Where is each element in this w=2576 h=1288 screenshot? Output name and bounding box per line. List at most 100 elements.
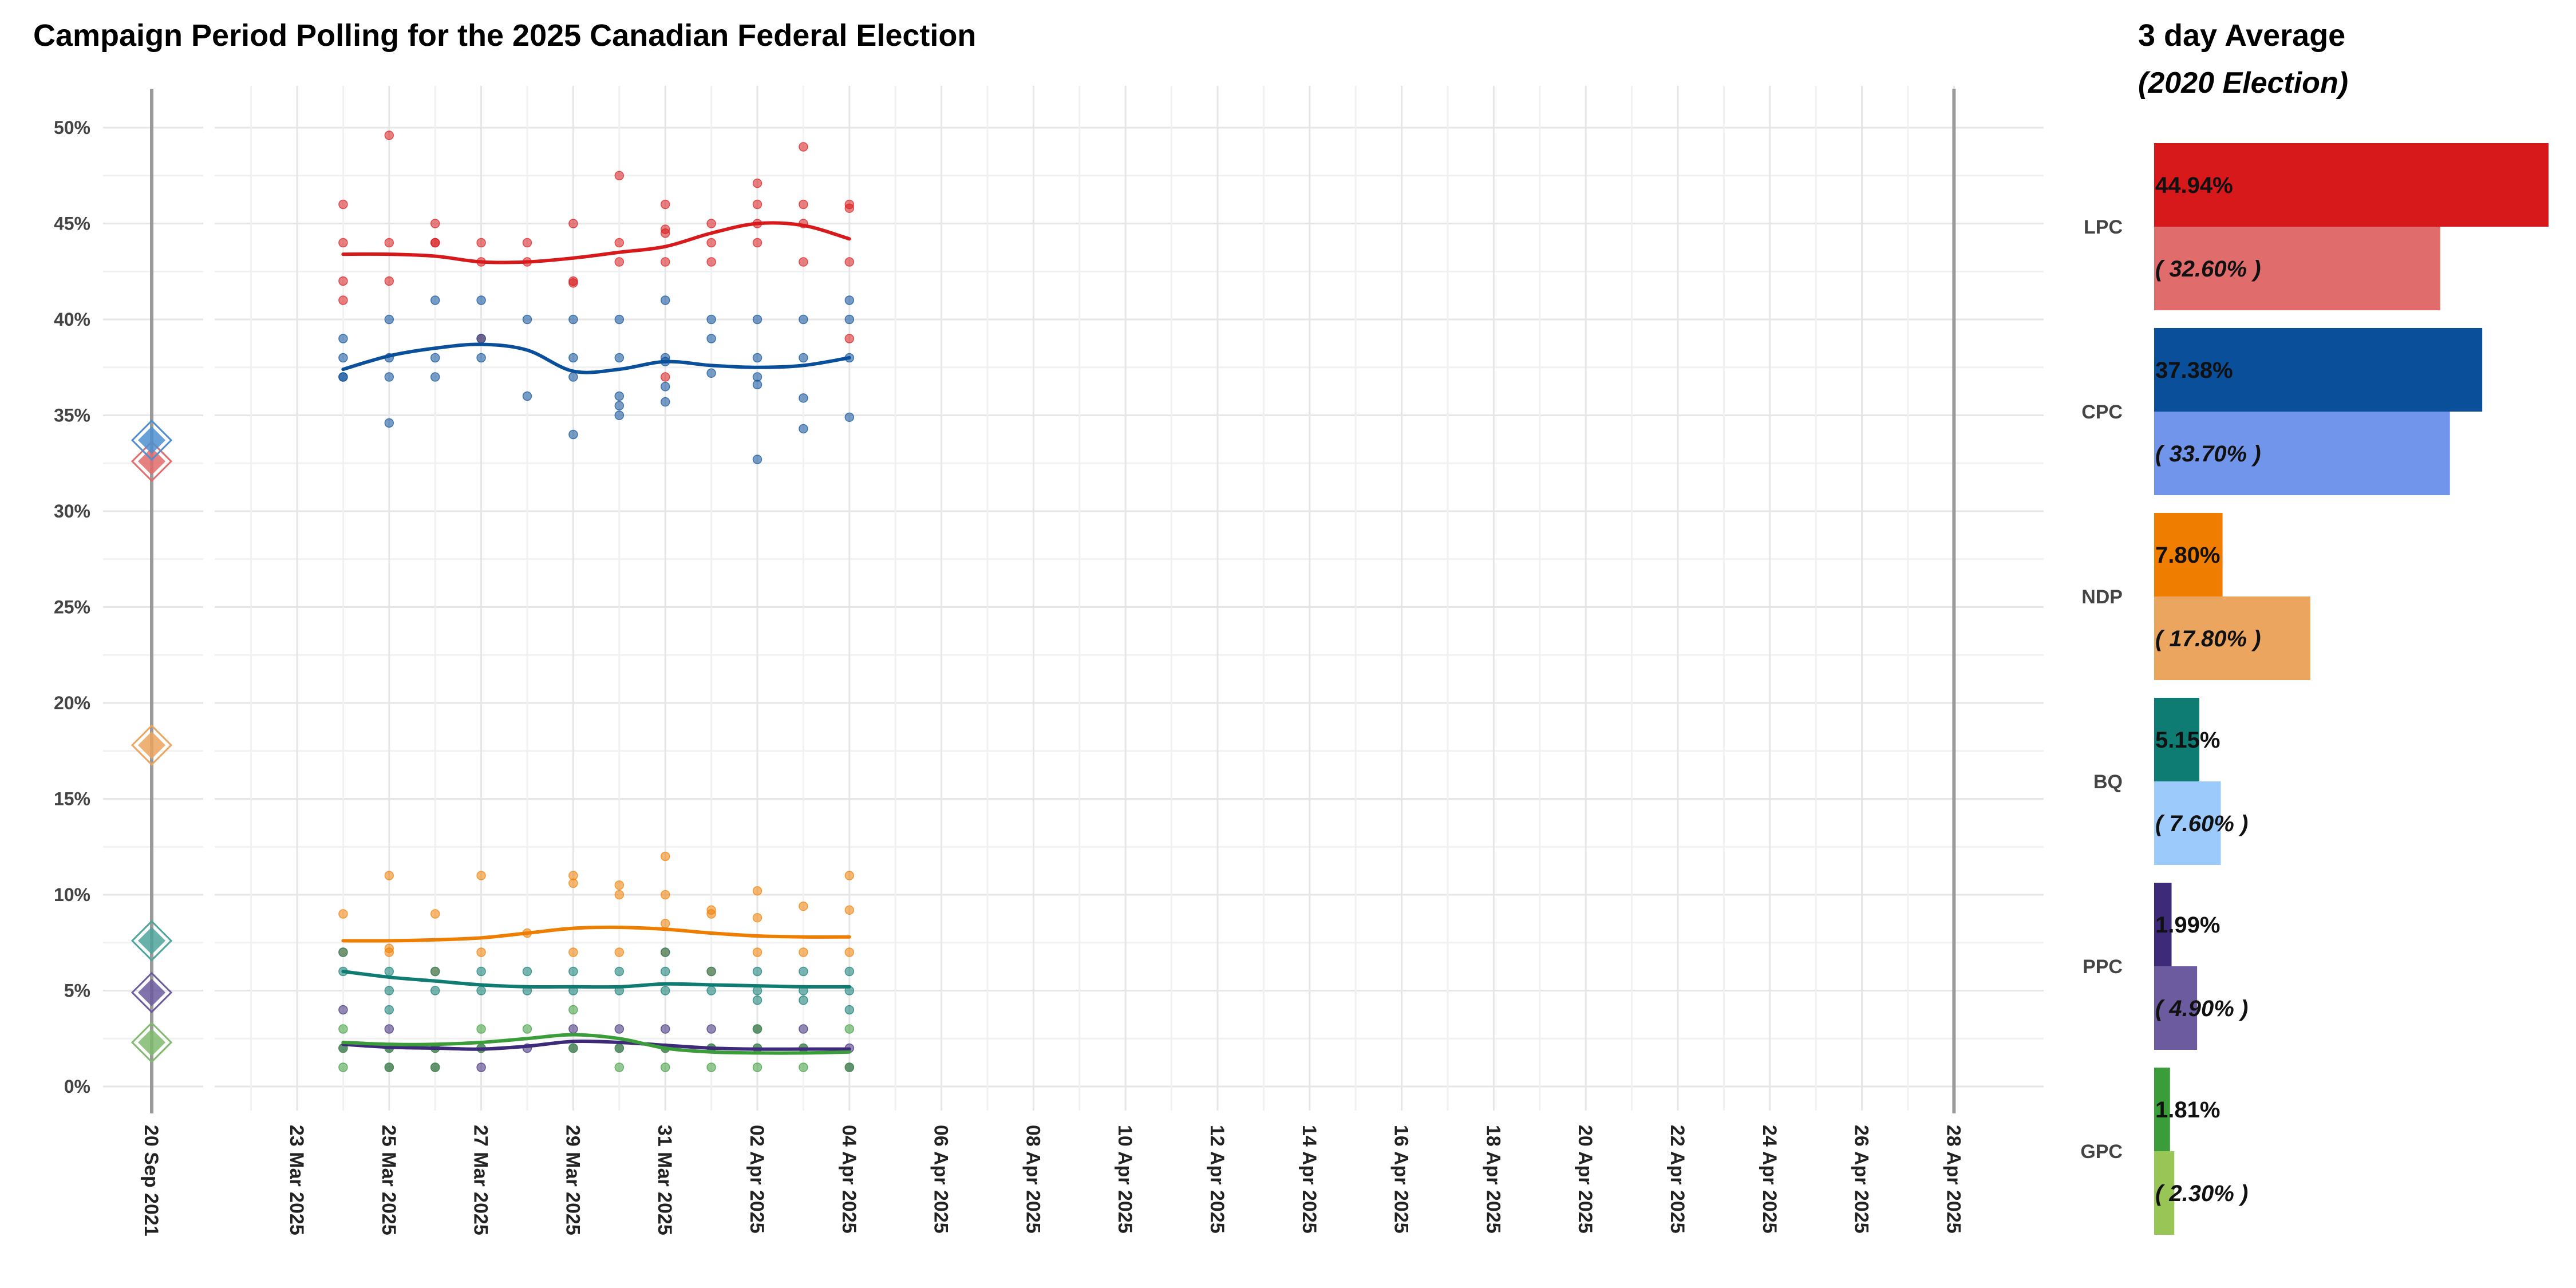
party-label: NDP bbox=[2081, 586, 2123, 608]
previous-bar-ndp bbox=[2154, 596, 2310, 680]
previous-election-marker-lpc bbox=[138, 447, 165, 475]
poll-point bbox=[752, 966, 762, 977]
poll-point bbox=[430, 295, 440, 305]
trend-line-cpc bbox=[341, 342, 851, 374]
poll-point bbox=[384, 418, 394, 428]
poll-point bbox=[752, 1024, 762, 1034]
poll-point bbox=[752, 178, 762, 188]
previous-election-marker-outline bbox=[131, 419, 173, 461]
poll-points bbox=[338, 131, 855, 1072]
bar-value-label: ( 32.60% ) bbox=[2155, 256, 2261, 282]
y-tick-label: 25% bbox=[54, 597, 90, 618]
x-tick-label: 27 Mar 2025 bbox=[470, 1125, 492, 1235]
previous-election-marker-outline bbox=[131, 440, 173, 483]
poll-point bbox=[660, 1062, 670, 1072]
x-tick-label: 10 Apr 2025 bbox=[1114, 1125, 1136, 1234]
poll-point bbox=[660, 986, 670, 995]
poll-point bbox=[844, 1024, 855, 1034]
y-tick-label: 15% bbox=[54, 789, 90, 809]
previous-election-marker-gpc bbox=[138, 1028, 165, 1056]
poll-point bbox=[522, 314, 532, 325]
poll-point bbox=[844, 1005, 855, 1015]
poll-point bbox=[660, 199, 670, 210]
poll-point bbox=[660, 228, 670, 238]
poll-point bbox=[706, 909, 716, 919]
x-tick-label: 26 Apr 2025 bbox=[1851, 1125, 1872, 1234]
poll-point bbox=[384, 1024, 394, 1034]
poll-point bbox=[752, 912, 762, 923]
bar-value-label: 7.80% bbox=[2155, 543, 2220, 568]
trend-line-lpc bbox=[341, 221, 851, 264]
poll-point bbox=[476, 1062, 486, 1072]
trend-line-ndp bbox=[341, 925, 851, 943]
poll-point bbox=[799, 1024, 808, 1034]
poll-point bbox=[522, 966, 532, 977]
poll-point bbox=[568, 429, 578, 440]
y-tick-label: 30% bbox=[54, 501, 90, 521]
average-bar-gpc bbox=[2154, 1068, 2170, 1151]
bar-value-label: ( 17.80% ) bbox=[2155, 626, 2261, 651]
poll-point bbox=[430, 238, 440, 248]
party-label: LPC bbox=[2084, 216, 2123, 238]
y-tick-label: 35% bbox=[54, 405, 90, 426]
poll-point bbox=[384, 131, 394, 140]
poll-point bbox=[476, 947, 486, 957]
average-bar-ppc bbox=[2154, 883, 2172, 966]
poll-point bbox=[384, 947, 394, 957]
poll-point bbox=[384, 966, 394, 977]
poll-point bbox=[706, 1062, 716, 1072]
poll-point bbox=[384, 1005, 394, 1015]
x-tick-label: 06 Apr 2025 bbox=[930, 1125, 952, 1234]
poll-point bbox=[706, 314, 716, 325]
x-tick-label: 25 Mar 2025 bbox=[378, 1125, 400, 1235]
poll-point bbox=[844, 1062, 855, 1072]
poll-point bbox=[660, 382, 670, 392]
poll-point bbox=[430, 966, 440, 977]
party-label: CPC bbox=[2081, 401, 2123, 423]
previous-election-marker-outline bbox=[131, 971, 173, 1013]
poll-point bbox=[568, 278, 578, 288]
poll-point bbox=[568, 1005, 578, 1015]
poll-point bbox=[614, 880, 625, 890]
poll-point bbox=[752, 314, 762, 325]
poll-point bbox=[799, 995, 808, 1005]
y-tick-label: 0% bbox=[64, 1076, 90, 1097]
x-tick-label: 31 Mar 2025 bbox=[654, 1125, 675, 1235]
y-axis: 0% 5% 10% 15% 20% 25% 30% 35% 40% 45% 50% bbox=[54, 117, 90, 1097]
y-tick-label: 10% bbox=[54, 884, 90, 905]
poll-point bbox=[384, 238, 394, 248]
poll-point bbox=[706, 238, 716, 248]
x-tick-label: 08 Apr 2025 bbox=[1022, 1125, 1044, 1234]
poll-point bbox=[752, 380, 762, 390]
previous-election-markers bbox=[131, 419, 173, 1064]
x-tick-label: 04 Apr 2025 bbox=[838, 1125, 860, 1234]
poll-point bbox=[660, 372, 670, 382]
average-bar-lpc bbox=[2154, 143, 2549, 227]
poll-point bbox=[384, 986, 394, 995]
poll-point bbox=[568, 372, 578, 382]
poll-point bbox=[844, 203, 855, 213]
poll-point bbox=[384, 372, 394, 382]
poll-point bbox=[476, 1024, 486, 1034]
poll-point bbox=[660, 947, 670, 957]
poll-point bbox=[430, 219, 440, 228]
main-title: Campaign Period Polling for the 2025 Can… bbox=[33, 18, 976, 53]
poll-point bbox=[430, 353, 440, 363]
poll-point bbox=[752, 353, 762, 363]
poll-point bbox=[660, 397, 670, 407]
trend-line-bq bbox=[341, 970, 851, 989]
poll-point bbox=[568, 1024, 578, 1034]
poll-point bbox=[660, 919, 670, 929]
poll-point bbox=[614, 410, 625, 420]
x-tick-label: 20 Sep 2021 bbox=[140, 1125, 162, 1236]
poll-point bbox=[844, 871, 855, 880]
poll-point bbox=[338, 947, 348, 957]
poll-point bbox=[799, 1062, 808, 1072]
poll-point bbox=[614, 238, 625, 248]
x-tick-label: 16 Apr 2025 bbox=[1390, 1125, 1412, 1234]
y-tick-label: 40% bbox=[54, 309, 90, 330]
poll-point bbox=[799, 966, 808, 977]
poll-point bbox=[614, 257, 625, 267]
previous-bar-bq bbox=[2154, 781, 2221, 865]
